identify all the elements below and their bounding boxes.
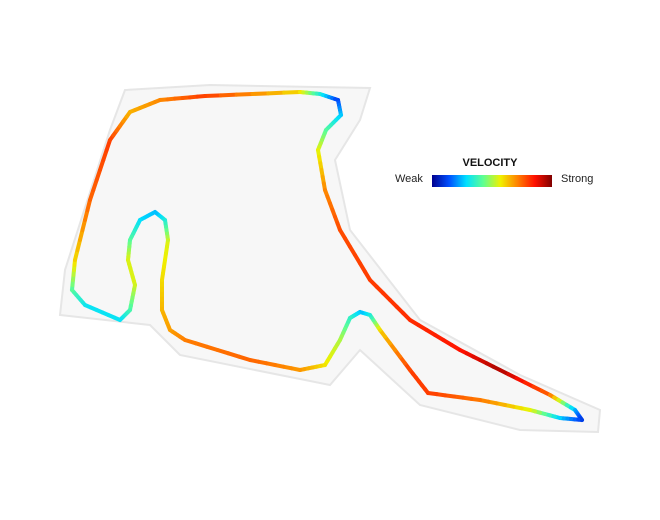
track-segment <box>266 90 287 96</box>
circuit-outline <box>58 83 602 434</box>
track-segment <box>195 94 207 99</box>
track-segment <box>234 92 255 97</box>
legend-strong-label: Strong <box>561 173 594 185</box>
velocity-legend: VELOCITY Weak Strong <box>376 153 604 191</box>
track-segment <box>250 91 271 96</box>
track-segment <box>218 92 239 98</box>
track-segment <box>282 90 302 95</box>
legend-title: VELOCITY <box>462 157 518 169</box>
track-segment <box>203 93 223 98</box>
legend-color-bar <box>432 175 552 187</box>
legend-weak-label: Weak <box>395 173 423 185</box>
